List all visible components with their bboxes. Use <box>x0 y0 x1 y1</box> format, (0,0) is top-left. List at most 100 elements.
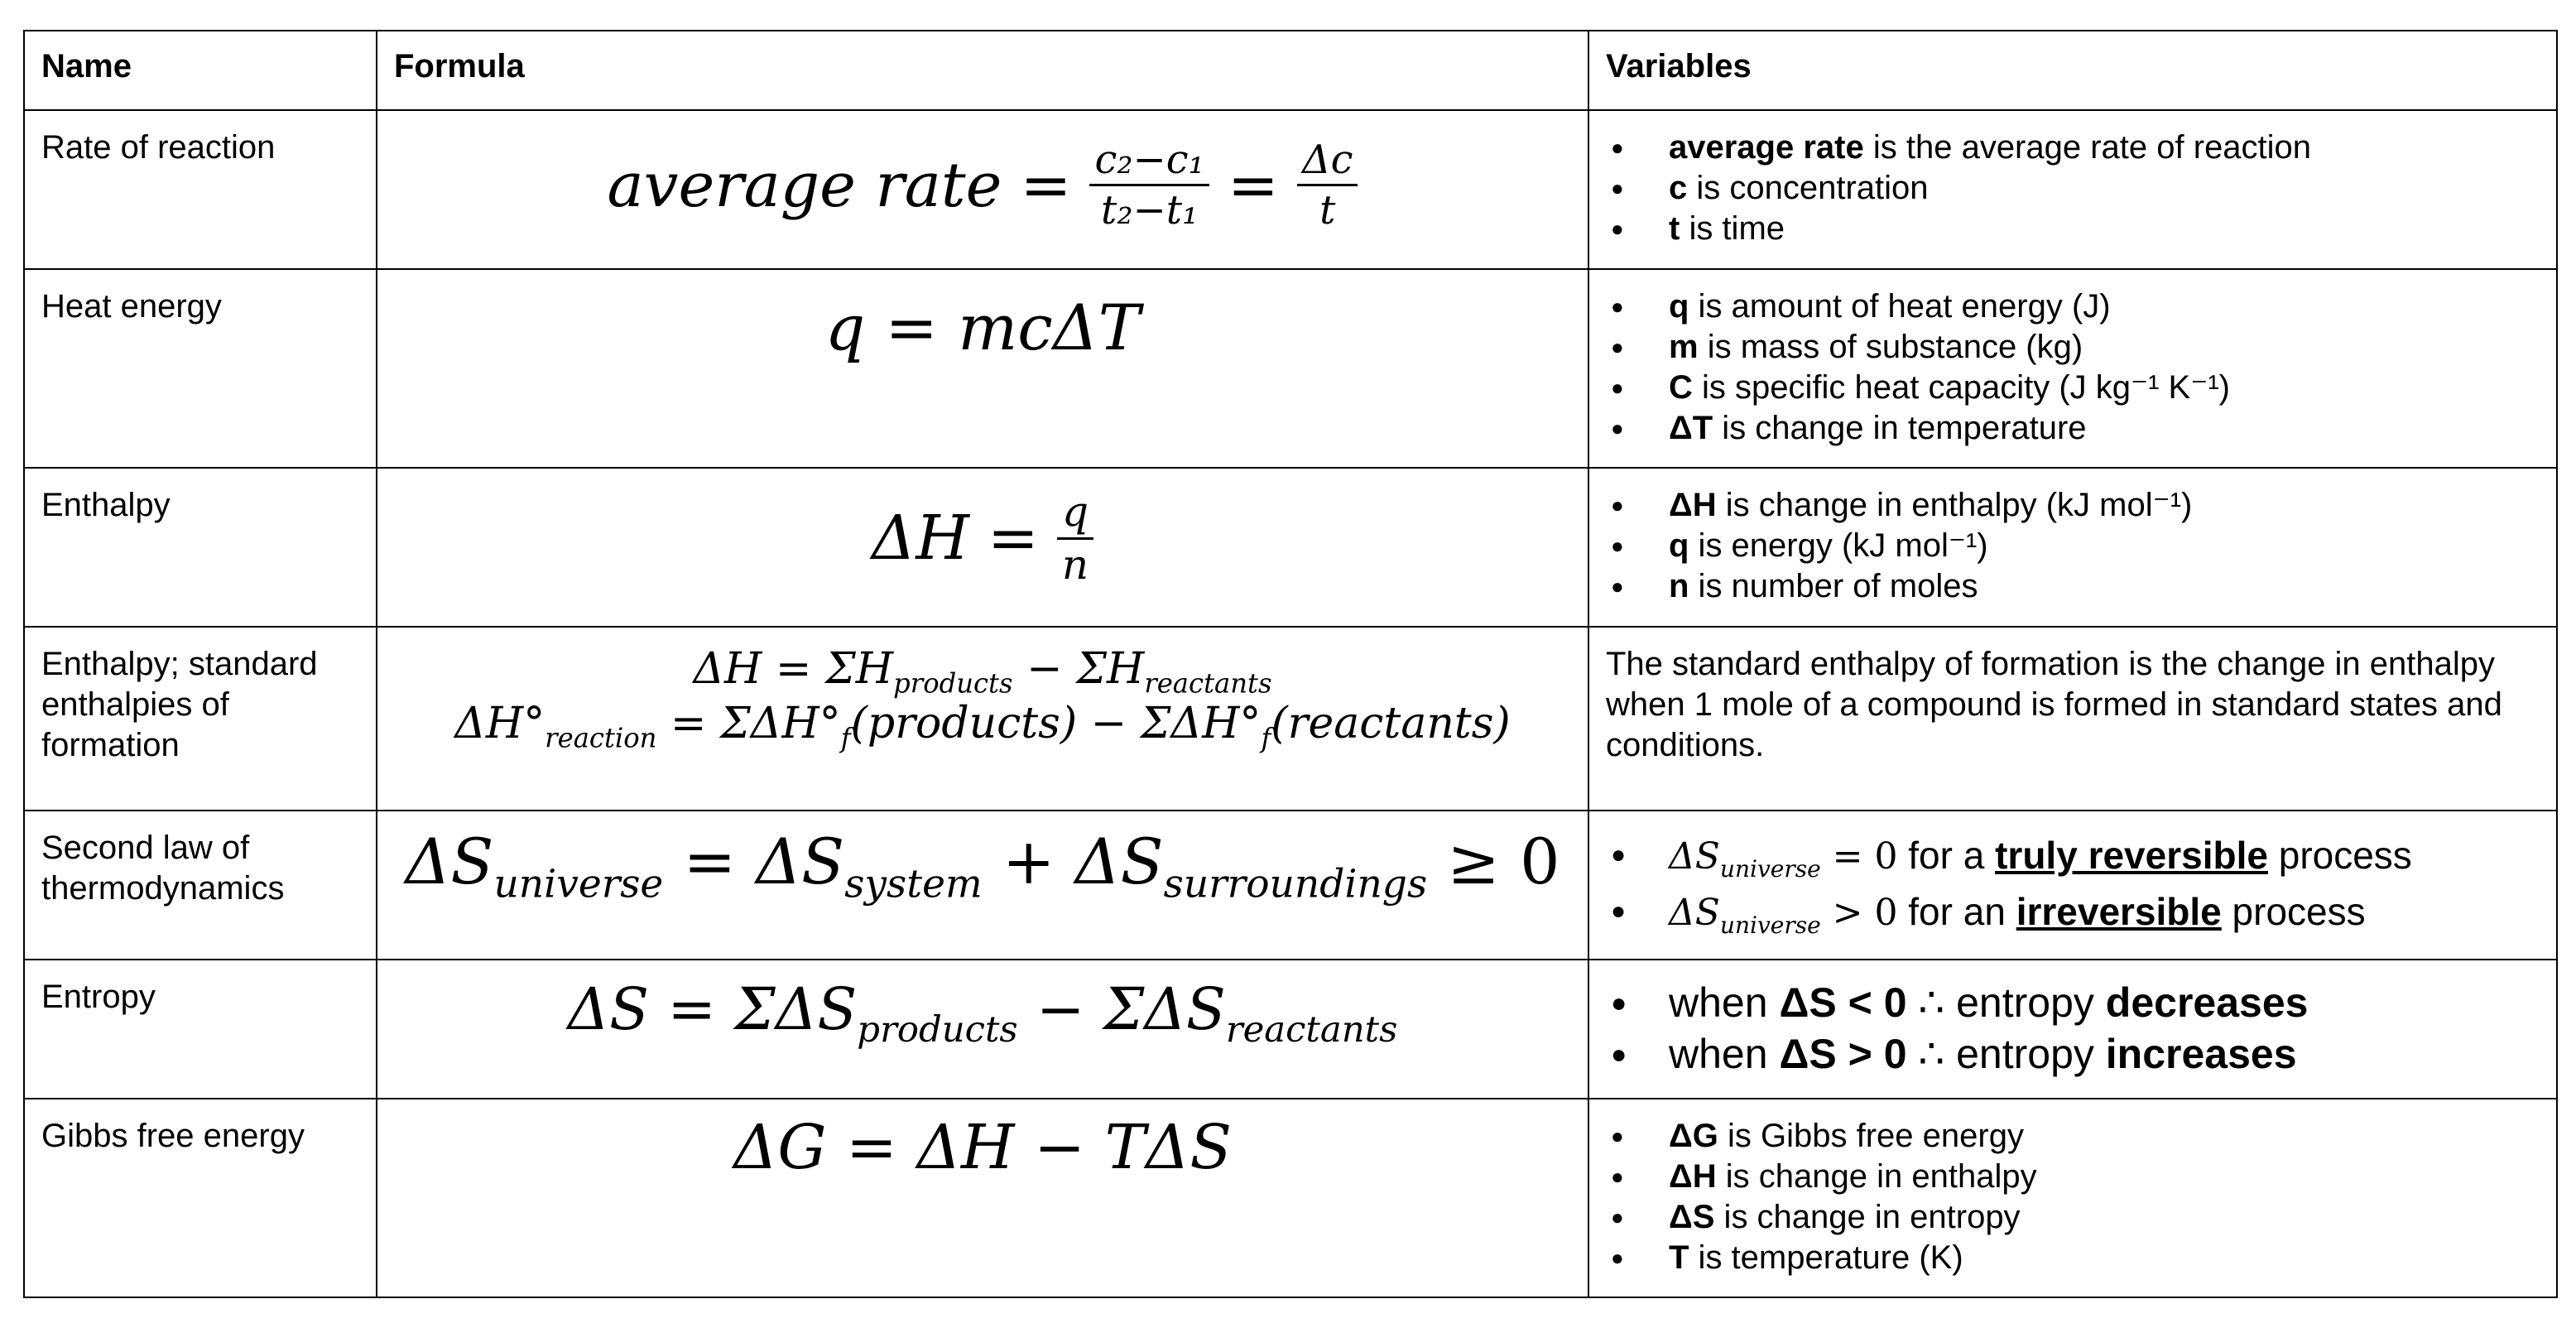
formula-part: ΔH = ΣH <box>693 644 894 694</box>
text-part: ∴ entropy <box>1906 979 2106 1026</box>
numerator: q <box>1056 490 1093 540</box>
variable-symbol: average rate <box>1669 129 1864 166</box>
variable-list: when ΔS < 0 ∴ entropy decreases when ΔS … <box>1606 977 2540 1080</box>
formula-lhs: average rate <box>607 149 1002 221</box>
variable-description: is change in enthalpy <box>1716 1158 2037 1195</box>
variable-list: ΔH is change in enthalpy (kJ mol⁻¹) q is… <box>1606 485 2540 607</box>
subscript: reactants <box>1144 667 1272 700</box>
math-symbol: ΔS <box>1669 835 1720 878</box>
row-name: Rate of reaction <box>23 109 377 270</box>
formula-part: (reactants) <box>1271 699 1511 748</box>
subscript: products <box>893 667 1013 700</box>
subscript: f <box>1261 722 1271 754</box>
subscript: f <box>840 722 851 754</box>
variable-description: is mass of substance (kg) <box>1698 329 2083 365</box>
variable-list: average rate is the average rate of reac… <box>1606 127 2540 249</box>
formula-cell: ΔS = ΣΔSproducts − ΣΔSreactants <box>376 959 1589 1099</box>
inline-math: ΔSuniverse = 0 <box>1669 835 1898 881</box>
header-variables: Variables <box>1588 30 2558 111</box>
formula-part: = ΣΔH° <box>656 699 841 748</box>
subscript: universe <box>1719 912 1821 939</box>
variable-description: is time <box>1680 210 1785 247</box>
variable-symbol: q <box>1669 288 1689 325</box>
text-part: when <box>1669 979 1780 1026</box>
formula-cell: ΔSuniverse = ΔSsystem + ΔSsurroundings ≥… <box>376 810 1589 960</box>
formula-cell: ΔH = q n <box>376 467 1589 628</box>
formula-part: ≥ 0 <box>1427 825 1560 898</box>
formula-sheet: Name Formula Variables Rate of reaction … <box>23 30 2558 1298</box>
variable-symbol: ΔT <box>1669 410 1713 446</box>
equals-sign: = <box>1020 149 1072 221</box>
variable-symbol: ΔH <box>1669 487 1717 523</box>
text-part: for an <box>1897 890 2016 933</box>
list-item: when ΔS > 0 ∴ entropy increases <box>1611 1028 2540 1080</box>
variable-description: is specific heat capacity (J kg⁻¹ K⁻¹) <box>1692 369 2230 406</box>
variable-description: is change in enthalpy (kJ mol⁻¹) <box>1716 487 2193 523</box>
inline-math: ΔSuniverse > 0 <box>1669 892 1898 937</box>
list-item: ΔSuniverse > 0 for an irreversible proce… <box>1611 884 2540 941</box>
text-part: for a <box>1897 834 1996 877</box>
variable-description: is energy (kJ mol⁻¹) <box>1689 527 1988 564</box>
formula-part: (products) − ΣΔH° <box>850 699 1262 748</box>
formula-table: Name Formula Variables Rate of reaction … <box>23 30 2558 1298</box>
enthalpy-sum-formula: ΔH = ΣHproducts − ΣHreactants <box>394 639 1571 699</box>
list-item: q is amount of heat energy (J) <box>1611 286 2540 327</box>
header-name: Name <box>23 30 377 111</box>
description-text: The standard enthalpy of formation is th… <box>1606 646 2502 763</box>
variable-list: q is amount of heat energy (J) m is mass… <box>1606 286 2540 449</box>
subscript: reactants <box>1225 1009 1398 1051</box>
list-item: c is concentration <box>1611 168 2540 209</box>
formula-part: ΔH° <box>454 699 545 748</box>
result: increases <box>2105 1031 2297 1077</box>
variable-description: is change in temperature <box>1713 410 2087 446</box>
header-formula: Formula <box>376 30 1589 111</box>
list-item: ΔT is change in temperature <box>1611 408 2540 449</box>
text-part: ∴ entropy <box>1906 1031 2106 1077</box>
variable-symbol: ΔS <box>1669 1199 1715 1235</box>
formula-part: + ΔS <box>982 825 1164 898</box>
subscript: universe <box>493 861 664 907</box>
list-item: average rate is the average rate of reac… <box>1611 127 2540 168</box>
row-name: Enthalpy; standard enthalpies of formati… <box>23 626 377 811</box>
denominator: t <box>1319 187 1336 234</box>
equals-sign: = <box>987 503 1039 574</box>
formula-lhs: ΔH <box>871 503 969 574</box>
list-item: when ΔS < 0 ∴ entropy decreases <box>1611 977 2540 1028</box>
text-part: when <box>1669 1031 1780 1077</box>
list-item: C is specific heat capacity (J kg⁻¹ K⁻¹) <box>1611 368 2540 408</box>
list-item: ΔS is change in entropy <box>1611 1197 2540 1238</box>
row-name: Enthalpy <box>23 467 377 628</box>
subscript: surroundings <box>1163 861 1428 907</box>
variable-symbol: q <box>1669 527 1689 564</box>
formula-part: = ΔS <box>663 825 845 898</box>
condition: ΔS > 0 <box>1779 1031 1907 1077</box>
list-item: ΔH is change in enthalpy <box>1611 1157 2540 1197</box>
formula-cell: average rate = c₂−c₁ t₂−t₁ = Δc t <box>376 109 1589 270</box>
variable-symbol: ΔH <box>1669 1158 1717 1195</box>
rate-formula: average rate = c₂−c₁ t₂−t₁ = Δc t <box>608 139 1358 232</box>
table-row: Second law of thermodynamics ΔSuniverse … <box>23 810 2558 960</box>
formula-part: ΔS <box>405 825 494 898</box>
math-relation: > 0 <box>1820 892 1898 934</box>
formula-part: − ΣΔS <box>1017 975 1226 1043</box>
table-row: Enthalpy; standard enthalpies of formati… <box>23 626 2558 811</box>
variable-symbol: ΔG <box>1669 1118 1718 1154</box>
variable-symbol: t <box>1669 210 1680 247</box>
variable-symbol: T <box>1669 1239 1689 1276</box>
variable-symbol: C <box>1669 369 1693 406</box>
variable-description: is Gibbs free energy <box>1718 1118 2024 1154</box>
variable-description: is concentration <box>1687 170 1929 206</box>
variables-cell: ΔH is change in enthalpy (kJ mol⁻¹) q is… <box>1588 467 2558 628</box>
numerator: c₂−c₁ <box>1089 139 1209 187</box>
table-row: Gibbs free energy ΔG = ΔH − TΔS ΔG is Gi… <box>23 1098 2558 1298</box>
math-relation: = 0 <box>1820 835 1898 878</box>
table-row: Enthalpy ΔH = q n ΔH is change in enthal… <box>23 467 2558 628</box>
text-part: process <box>2267 834 2412 877</box>
row-name: Gibbs free energy <box>23 1098 377 1298</box>
list-item: ΔSuniverse = 0 for a truly reversible pr… <box>1611 828 2540 884</box>
variable-list: ΔSuniverse = 0 for a truly reversible pr… <box>1606 828 2540 941</box>
variables-cell: average rate is the average rate of reac… <box>1588 109 2558 270</box>
subscript: products <box>857 1009 1018 1051</box>
formula-cell: ΔH = ΣHproducts − ΣHreactants ΔH°reactio… <box>376 626 1589 811</box>
table-row: Rate of reaction average rate = c₂−c₁ t₂… <box>23 109 2558 270</box>
